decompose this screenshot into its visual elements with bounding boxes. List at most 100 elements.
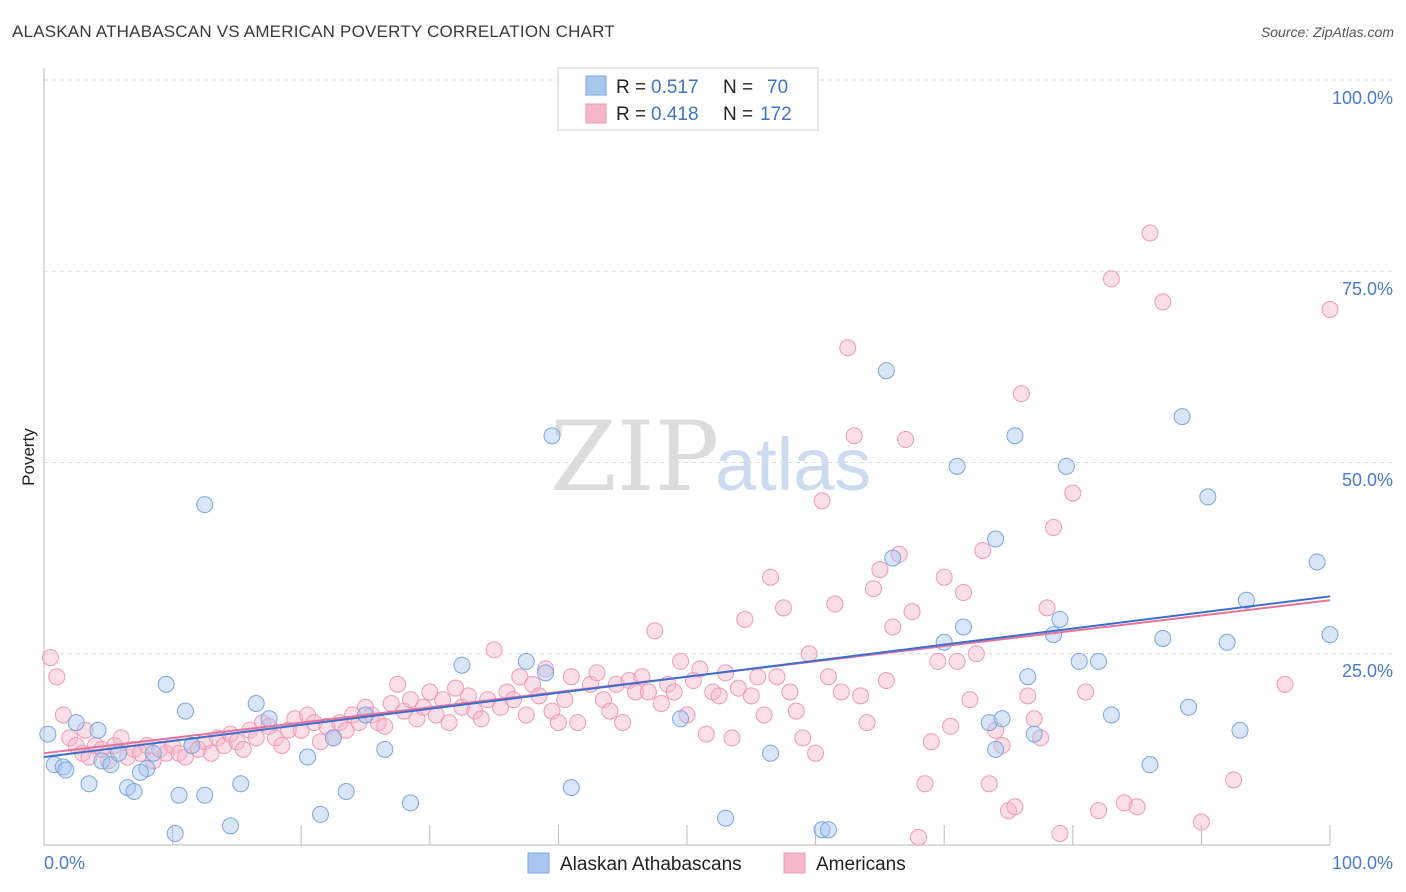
alaskan-athabascans-point [948, 457, 966, 475]
chart-title: ALASKAN ATHABASCAN VS AMERICAN POVERTY C… [12, 22, 615, 41]
americans-point [826, 595, 844, 613]
alaskan-athabascans-point [170, 786, 188, 804]
alaskan-athabascans-point [1199, 488, 1217, 506]
alaskan-athabascans-point [562, 779, 580, 797]
alaskan-athabascans-point [1237, 591, 1255, 609]
alaskan-athabascans-point [1090, 652, 1108, 670]
alaskan-athabascans-point [376, 740, 394, 758]
alaskan-athabascans-trend-line [43, 595, 1331, 759]
americans-point [807, 744, 825, 762]
alaskan-athabascans-point [144, 744, 162, 762]
americans-point [1064, 484, 1082, 502]
americans-point [903, 603, 921, 621]
americans-point [202, 744, 220, 762]
legend-swatch-pink [585, 103, 607, 124]
americans-point [1115, 794, 1133, 812]
y-tick-label: 100.0% [1332, 88, 1393, 108]
americans-point [871, 561, 889, 579]
americans-point [942, 717, 960, 735]
americans-point [974, 541, 992, 559]
alaskan-athabascans-point [1006, 427, 1024, 445]
alaskan-athabascans-point [987, 530, 1005, 548]
americans-point [646, 622, 664, 640]
alaskan-athabascans-point [247, 694, 265, 712]
americans-point [440, 714, 458, 732]
legend-r-label: R = [616, 77, 646, 98]
alaskan-athabascans-point [196, 496, 214, 514]
americans-point [569, 714, 587, 732]
alaskan-athabascans-series [39, 362, 1339, 843]
americans-point [813, 492, 831, 510]
alaskan-athabascans-point [89, 721, 107, 739]
americans-point [781, 683, 799, 701]
americans-point [1077, 683, 1095, 701]
alaskan-athabascans-point [93, 752, 111, 770]
alaskan-athabascans-point [993, 710, 1011, 728]
y-tick-label: 50.0% [1342, 470, 1393, 490]
alaskan-athabascans-point [67, 714, 85, 732]
alaskan-athabascans-point [1173, 408, 1191, 426]
legend-label-americans: Americans [816, 854, 906, 875]
americans-point [41, 649, 59, 667]
legend-swatch-pink [783, 852, 806, 874]
americans-point [884, 618, 902, 636]
americans-point [1141, 224, 1159, 242]
americans-point [864, 580, 882, 598]
americans-point [819, 668, 837, 686]
americans-point [549, 714, 567, 732]
americans-point [421, 683, 439, 701]
alaskan-athabascans-point [1057, 457, 1075, 475]
americans-point [980, 775, 998, 793]
alaskan-athabascans-point [762, 744, 780, 762]
americans-point [742, 687, 760, 705]
alaskan-athabascans-point [299, 748, 317, 766]
americans-point [247, 729, 265, 747]
alaskan-athabascans-point [517, 652, 535, 670]
legend-n-label: N = [723, 104, 753, 125]
americans-point [929, 652, 947, 670]
americans-point [845, 427, 863, 445]
x-tick-label: 0.0% [44, 853, 85, 873]
americans-point [311, 733, 329, 751]
americans-point [755, 706, 773, 724]
americans-point [768, 668, 786, 686]
americans-point [736, 610, 754, 628]
alaskan-athabascans-point [884, 549, 902, 567]
americans-point [1192, 813, 1210, 831]
alaskan-athabascans-point [1102, 706, 1120, 724]
alaskan-athabascans-point [877, 362, 895, 380]
x-tick-label: 100.0% [1332, 853, 1393, 873]
americans-point [800, 645, 818, 663]
americans-point [389, 675, 407, 693]
alaskan-athabascans-point [311, 805, 329, 823]
americans-point [376, 717, 394, 735]
alaskan-athabascans-point [987, 740, 1005, 758]
americans-point [273, 737, 291, 755]
legend-r-value: 0.418 [651, 104, 699, 125]
americans-point [858, 714, 876, 732]
watermark-zip: ZIP [550, 401, 719, 513]
americans-point [832, 683, 850, 701]
chart-source: Source: ZipAtlas.com [1260, 24, 1394, 40]
alaskan-athabascans-point [39, 725, 57, 743]
americans-point [1225, 771, 1243, 789]
alaskan-athabascans-point [57, 761, 75, 779]
legend-n-label: N = [723, 77, 753, 98]
alaskan-athabascans-point [819, 821, 837, 839]
americans-point [897, 431, 915, 449]
americans-point [1090, 802, 1108, 820]
americans-point [729, 679, 747, 697]
americans-point [697, 725, 715, 743]
alaskan-athabascans-point [131, 763, 149, 781]
americans-point [852, 687, 870, 705]
americans-point [652, 694, 670, 712]
americans-series [41, 224, 1339, 846]
americans-point [614, 714, 632, 732]
americans-point [54, 706, 72, 724]
americans-point [1045, 519, 1063, 537]
americans-point [472, 710, 490, 728]
americans-point [1012, 385, 1030, 403]
alaskan-athabascans-point [543, 427, 561, 445]
alaskan-athabascans-point [166, 825, 184, 843]
americans-point [723, 729, 741, 747]
